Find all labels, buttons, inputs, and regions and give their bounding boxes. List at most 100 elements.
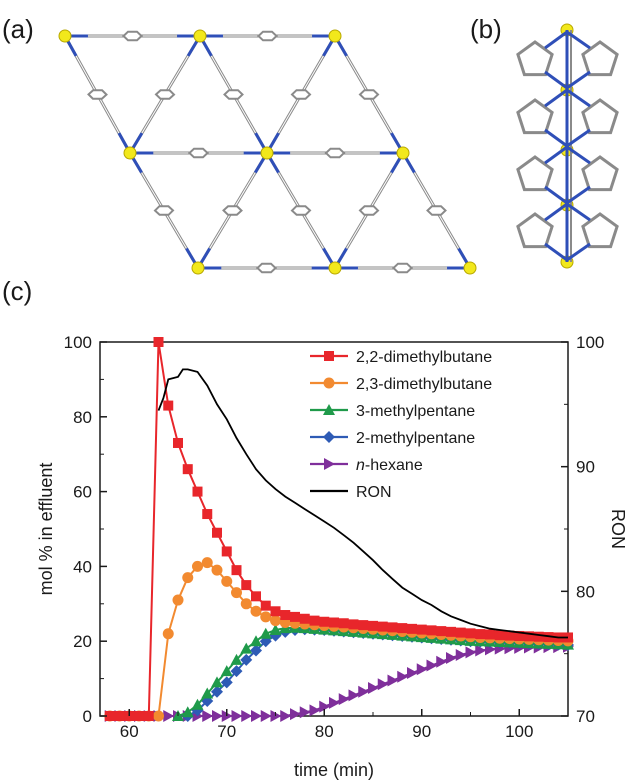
y2-tick-label: 80 — [576, 582, 595, 601]
data-point — [455, 627, 466, 638]
data-point — [368, 681, 379, 694]
x-tick-label: 100 — [505, 722, 533, 741]
data-point — [358, 685, 370, 698]
data-point — [153, 337, 164, 347]
data-point — [269, 623, 282, 635]
data-point — [270, 615, 281, 627]
data-point — [446, 626, 456, 637]
data-point — [212, 710, 223, 722]
data-point — [319, 616, 330, 627]
y-tick-label: 80 — [73, 408, 92, 427]
data-point — [192, 486, 203, 497]
legend-swatch-marker — [323, 377, 335, 389]
y-tick-label: 20 — [73, 632, 92, 651]
panel-label-c: (c) — [2, 276, 32, 306]
metal-node — [328, 261, 342, 275]
lattice-linker — [335, 262, 470, 274]
y2-tick-label: 100 — [576, 333, 604, 352]
y-tick-label: 100 — [64, 333, 92, 352]
data-point — [134, 711, 144, 721]
data-point — [250, 644, 262, 657]
chain-ring — [566, 145, 619, 205]
data-point — [319, 700, 331, 713]
lattice-linker — [401, 152, 472, 269]
data-point — [201, 687, 214, 699]
data-point — [211, 685, 223, 698]
legend: 2,2-dimethylbutane 2,3-dimethylbutane 3-me… — [310, 349, 492, 501]
data-point — [163, 400, 174, 411]
x-tick-label: 80 — [315, 722, 334, 741]
data-point — [358, 620, 369, 631]
data-point — [250, 635, 262, 647]
legend-label: 2,3-dimethylbutane — [356, 376, 492, 393]
lattice-linker — [65, 30, 200, 42]
data-point — [221, 575, 233, 587]
data-point — [182, 572, 194, 584]
x-axis-title: time (min) — [294, 760, 374, 780]
data-point — [173, 437, 183, 448]
lattice-linker — [333, 35, 405, 154]
plot-frame — [99, 341, 569, 717]
y-axis-title: mol % in effluent — [36, 463, 56, 596]
legend-entry: RON — [310, 484, 392, 501]
data-point — [270, 606, 281, 617]
data-point — [202, 710, 214, 722]
lattice-linker — [130, 147, 267, 159]
data-point — [338, 618, 349, 629]
data-point — [368, 620, 378, 631]
data-point — [143, 711, 154, 721]
data-point — [475, 644, 487, 657]
data-point — [260, 611, 272, 623]
data-point — [260, 710, 272, 722]
data-point — [191, 698, 204, 710]
chain-ring — [566, 30, 619, 90]
chain-ring — [516, 202, 568, 262]
panel-label-b: (b) — [470, 14, 502, 44]
data-point — [212, 527, 222, 538]
data-point — [104, 711, 115, 721]
data-point — [211, 676, 223, 688]
y2-tick-label: 70 — [576, 707, 595, 726]
chain-ring — [516, 88, 568, 148]
panel-c-chart: 60 70 80 90 100 0 20 40 60 80 100 70 80 90 100 time (m… — [36, 333, 628, 780]
data-point — [407, 623, 417, 634]
metal-node — [396, 146, 410, 160]
data-point — [397, 623, 408, 634]
data-point — [387, 674, 399, 687]
plot-border — [99, 341, 569, 717]
y-tick-label: 40 — [73, 557, 92, 576]
lattice-linker — [265, 152, 337, 269]
data-point — [377, 678, 389, 691]
data-point — [231, 565, 242, 576]
legend-entry: n-hexane — [310, 457, 423, 474]
series-line — [109, 341, 568, 717]
data-point — [348, 619, 359, 630]
data-point — [465, 646, 477, 659]
data-point — [416, 663, 428, 676]
data-point — [299, 706, 311, 719]
data-point — [251, 710, 262, 722]
axes-layer: 60 70 80 90 100 0 20 40 60 80 100 70 80 90 100 — [64, 333, 605, 741]
metal-node — [260, 146, 274, 160]
x-tick-label: 70 — [217, 722, 236, 741]
data-point — [436, 655, 448, 668]
metal-node — [123, 146, 137, 160]
legend-swatch-marker — [324, 458, 335, 470]
series-ron — [157, 368, 568, 639]
data-point — [153, 710, 164, 722]
lattice-linker — [200, 30, 335, 42]
data-point — [455, 649, 467, 662]
data-point — [182, 464, 193, 475]
data-point — [524, 631, 534, 642]
data-point — [387, 622, 398, 633]
data-point — [329, 696, 340, 709]
series-layer — [104, 337, 574, 722]
metal-node — [191, 261, 205, 275]
data-point — [202, 509, 213, 520]
data-point — [377, 621, 388, 632]
panel-label-a: (a) — [2, 14, 34, 44]
panel-b-chain-structure — [516, 23, 619, 269]
panel-a-lattice-structure — [58, 29, 477, 275]
y-tick-label: 60 — [73, 483, 92, 502]
